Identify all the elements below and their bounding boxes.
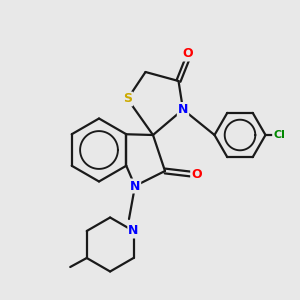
Text: Cl: Cl xyxy=(273,130,285,140)
Text: O: O xyxy=(191,167,202,181)
Text: O: O xyxy=(182,47,193,61)
Text: N: N xyxy=(130,179,140,193)
Text: S: S xyxy=(123,92,132,106)
Text: N: N xyxy=(178,103,188,116)
Text: N: N xyxy=(128,224,139,238)
